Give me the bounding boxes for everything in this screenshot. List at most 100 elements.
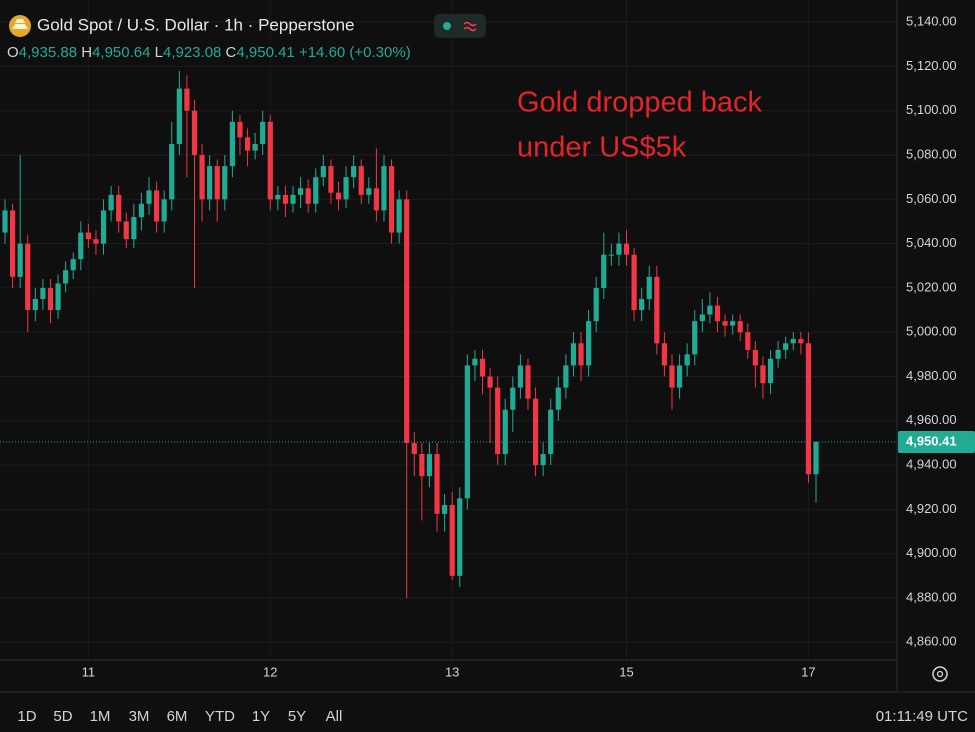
y-tick-label: 5,000.00 [906, 324, 957, 339]
candle-body [351, 166, 357, 178]
y-tick-label: 4,940.00 [906, 457, 957, 472]
candle-body [684, 354, 690, 366]
range-button[interactable]: 1M [90, 708, 111, 725]
x-tick-label: 12 [263, 664, 277, 679]
candle-body [442, 504, 448, 514]
y-tick-label: 5,080.00 [906, 146, 957, 161]
candle-body [783, 343, 789, 350]
settings-icon[interactable] [932, 666, 948, 682]
y-tick-label: 5,060.00 [906, 191, 957, 206]
ohlc-key: C [226, 44, 237, 61]
status-pill[interactable] [434, 14, 486, 38]
range-button[interactable]: 5Y [288, 708, 306, 725]
candle-body [55, 283, 61, 311]
candle-body [790, 338, 796, 344]
candle-body [108, 194, 114, 211]
ohlc-value: 4,950.64 [92, 44, 150, 61]
candle-body [730, 321, 736, 326]
candle-body [593, 287, 599, 322]
candle-body [373, 188, 379, 211]
candle-body [805, 343, 812, 475]
candle-body [282, 194, 289, 204]
candle-body [138, 203, 145, 218]
candle-body [153, 190, 160, 222]
y-tick-label: 5,040.00 [906, 235, 957, 250]
candle-body [184, 88, 190, 111]
candle-body [176, 88, 182, 144]
candle-body [313, 177, 319, 204]
candle-body [669, 365, 675, 388]
range-button[interactable]: YTD [205, 708, 235, 725]
delayed-icon [463, 21, 477, 32]
x-tick-label: 17 [801, 664, 815, 679]
candle-body [472, 358, 478, 366]
candle-body [78, 232, 84, 260]
range-button[interactable]: 1Y [252, 708, 270, 725]
candle-body [654, 276, 660, 344]
candle-body [699, 314, 705, 322]
candle-body [63, 270, 69, 284]
candle-body [388, 166, 395, 233]
candle-body [532, 398, 539, 466]
last-price-label: 4,950.41 [906, 433, 957, 448]
candle-body [623, 243, 630, 255]
candle-body [479, 358, 486, 377]
y-tick-label: 5,120.00 [906, 58, 957, 73]
candle-body [17, 243, 23, 277]
candle-body [608, 254, 614, 256]
candle-body [487, 376, 493, 388]
y-tick-label: 4,880.00 [906, 589, 957, 604]
candle-body [116, 194, 122, 222]
range-button[interactable]: 3M [129, 708, 150, 725]
candle-body [517, 365, 524, 388]
candle-body [495, 387, 501, 455]
candle-body [40, 287, 46, 299]
toolbar: 1D 5D 1M 3M 6M YTD 1Y 5Y All [17, 708, 342, 725]
candle-body [745, 332, 751, 350]
candle-body [260, 121, 266, 144]
candle-body [464, 365, 470, 499]
candle-body [214, 166, 220, 200]
candle-body [457, 498, 463, 576]
range-button[interactable]: 5D [53, 708, 72, 725]
candle-body [169, 143, 175, 200]
candle-body [244, 137, 251, 151]
candle-body [191, 110, 198, 156]
candle-body [676, 365, 683, 388]
ohlc-value: 4,935.88 [19, 44, 77, 61]
candle-body [396, 199, 402, 233]
ohlc-value: 4,923.08 [163, 44, 221, 61]
candle-body [343, 177, 349, 200]
candle-body [578, 343, 584, 366]
candles [0, 70, 897, 598]
candle-body [32, 298, 38, 311]
candle-body [586, 321, 592, 366]
candle-body [123, 221, 129, 240]
chart-title: Gold Spot / U.S. Dollar · 1h · Peppersto… [37, 15, 355, 34]
candle-body [798, 338, 804, 344]
candle-body [548, 409, 554, 455]
settings-icon-core [936, 670, 944, 678]
candle-body [100, 210, 107, 244]
y-tick-label: 4,960.00 [906, 412, 957, 427]
range-button[interactable]: All [326, 708, 343, 725]
candle-body [131, 217, 137, 240]
ohlc-key: O [7, 44, 19, 61]
y-tick-label: 5,100.00 [906, 102, 957, 117]
candle-body [714, 305, 721, 322]
candle-body [775, 349, 781, 359]
range-button[interactable]: 6M [167, 708, 188, 725]
candle-body [335, 192, 342, 200]
y-tick-label: 4,860.00 [906, 634, 957, 649]
candle-body [2, 210, 8, 233]
range-button[interactable]: 1D [17, 708, 36, 725]
ohlc-value: 4,950.41 [236, 44, 294, 61]
candle-body [555, 387, 561, 410]
candle-body [692, 321, 698, 355]
candle-body [381, 166, 387, 211]
candle-body [222, 166, 228, 200]
candle-body [366, 188, 372, 195]
x-tick-label: 13 [445, 664, 459, 679]
